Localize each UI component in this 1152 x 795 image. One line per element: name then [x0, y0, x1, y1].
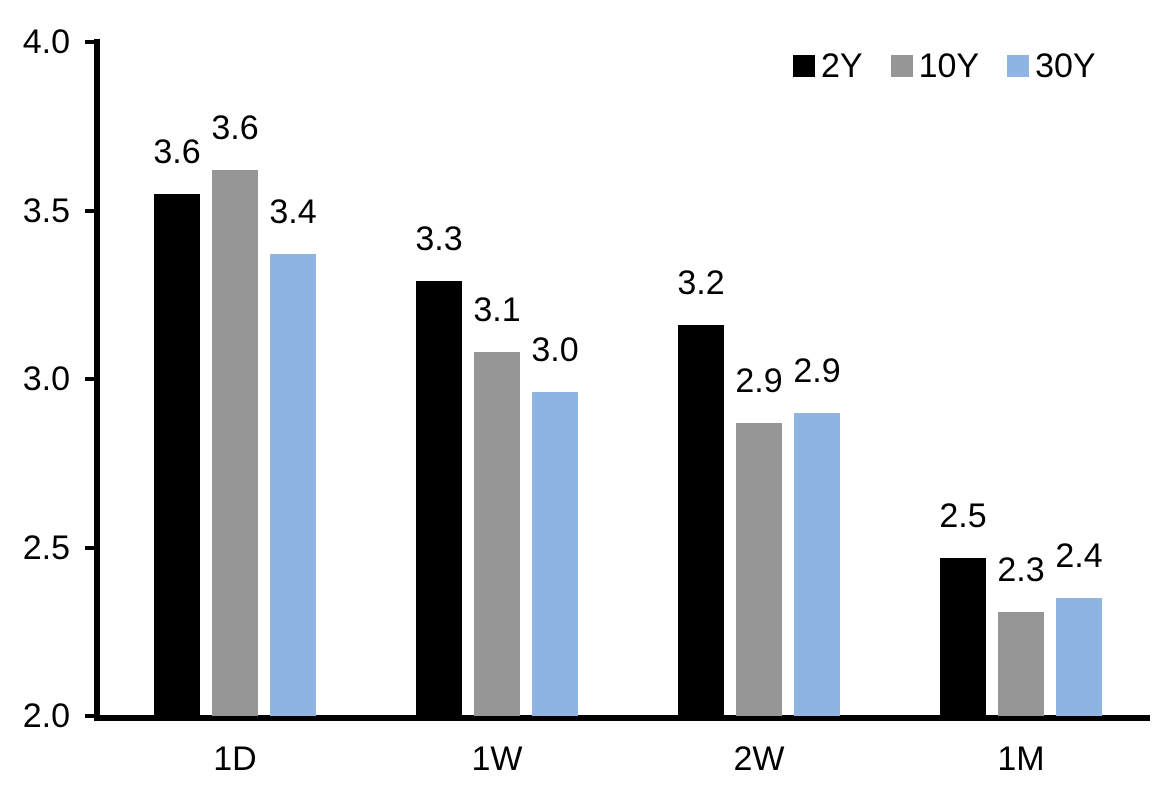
legend-label: 30Y: [1035, 47, 1096, 85]
bar-value-label-2Y-2W: 3.2: [677, 264, 725, 303]
bar-value-label-10Y-2W: 2.9: [735, 361, 783, 400]
legend-item-10Y: 10Y: [890, 45, 980, 87]
bar-30Y-1W: [532, 392, 578, 716]
x-axis-category-label-2W: 2W: [733, 740, 785, 778]
bar-2Y-1M: [940, 557, 986, 716]
bar-2Y-1D: [154, 193, 200, 716]
x-axis-line: [94, 715, 1150, 721]
legend-label: 10Y: [918, 47, 980, 85]
legend-swatch-icon: [793, 55, 815, 77]
y-axis-tick: [85, 208, 94, 213]
bar-10Y-1M: [998, 611, 1044, 716]
bar-value-label-10Y-1W: 3.1: [473, 291, 521, 330]
y-axis-tick: [85, 545, 94, 550]
y-axis-tick: [85, 714, 94, 718]
x-axis-category-label-1M: 1M: [997, 740, 1045, 778]
bar-30Y-1M: [1056, 598, 1102, 716]
bar-2Y-2W: [678, 325, 724, 716]
bar-value-label-30Y-1M: 2.4: [1055, 537, 1103, 576]
y-axis-tick-label: 3.0: [22, 360, 70, 398]
legend: 2Y 10Y 30Y: [793, 45, 1096, 87]
bar-value-label-10Y-1M: 2.3: [997, 550, 1045, 589]
y-axis-tick: [85, 377, 94, 381]
bar-10Y-2W: [736, 422, 782, 716]
y-axis-tick: [85, 40, 94, 44]
x-axis-category-label-1W: 1W: [471, 740, 523, 778]
bar-value-label-2Y-1W: 3.3: [415, 220, 463, 259]
bar-value-label-2Y-1D: 3.6: [153, 132, 201, 171]
bar-value-label-2Y-1M: 2.5: [939, 496, 987, 535]
y-axis-tick-label: 2.0: [22, 697, 70, 735]
bar-30Y-1D: [270, 254, 316, 716]
bar-value-label-30Y-1D: 3.4: [269, 193, 317, 232]
bar-30Y-2W: [794, 412, 840, 716]
legend-label: 2Y: [821, 47, 863, 85]
bar-2Y-1W: [416, 281, 462, 716]
x-axis-category-label-1D: 1D: [213, 740, 257, 778]
y-axis-tick-label: 2.5: [22, 528, 70, 567]
legend-swatch-icon: [1007, 55, 1030, 77]
y-axis-tick-label: 3.5: [22, 191, 70, 230]
legend-item-30Y: 30Y: [1007, 45, 1096, 87]
legend-swatch-icon: [890, 55, 913, 77]
legend-item-2Y: 2Y: [793, 45, 863, 87]
y-axis-tick-label: 4.0: [22, 23, 70, 61]
bar-value-label-30Y-1W: 3.0: [531, 331, 579, 370]
bar-10Y-1D: [212, 170, 258, 716]
bar-10Y-1W: [474, 352, 520, 716]
bar-value-label-10Y-1D: 3.6: [211, 109, 259, 148]
bar-value-label-30Y-2W: 2.9: [793, 351, 841, 390]
y-axis-line: [94, 39, 100, 721]
